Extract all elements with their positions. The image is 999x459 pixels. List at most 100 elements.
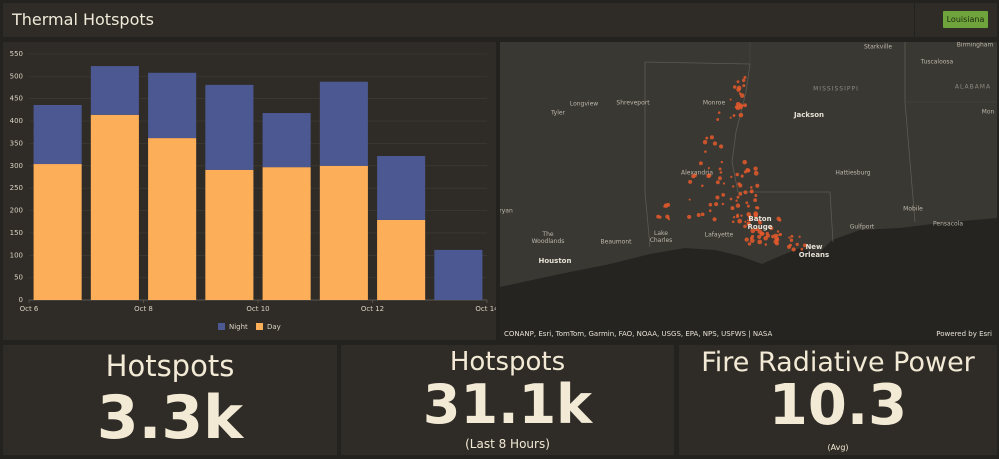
filter-button[interactable]: Louisiana bbox=[943, 11, 988, 28]
indicator-value: 3.3k bbox=[96, 383, 244, 453]
hotspot bbox=[712, 141, 718, 146]
bar-segment bbox=[33, 104, 82, 165]
map-label: The Woodlands bbox=[531, 231, 565, 245]
hotspot bbox=[732, 85, 737, 89]
hotspot bbox=[790, 234, 794, 238]
map-label: New Orleans bbox=[798, 243, 830, 259]
map-label: Gulfport bbox=[849, 223, 875, 231]
map-label: Jackson bbox=[793, 111, 825, 119]
map-label: Birmingham bbox=[956, 42, 994, 49]
hotspot bbox=[788, 243, 792, 247]
bar-segment bbox=[377, 155, 426, 220]
hotspot bbox=[798, 235, 801, 238]
bar-segment bbox=[262, 167, 311, 300]
chart-panel: 0 50 100 150 200 250 300 350 400 450 500 550 Oct 6 Oc… bbox=[3, 42, 499, 340]
hotspot bbox=[688, 179, 693, 184]
hotspot bbox=[708, 209, 712, 213]
hotspot bbox=[749, 238, 755, 243]
indicator: Hotspots 3.3k bbox=[3, 345, 337, 455]
map[interactable] bbox=[500, 42, 997, 340]
hotspot bbox=[712, 217, 717, 222]
indicator-value: 31.1k bbox=[422, 373, 593, 436]
hotspot bbox=[707, 173, 712, 178]
map-label: Pensacola bbox=[932, 220, 964, 228]
hotspot bbox=[736, 80, 740, 84]
hotspot bbox=[788, 236, 791, 239]
hotspot bbox=[750, 234, 755, 239]
map-label: MISSISSIPPI bbox=[813, 85, 859, 93]
hotspot bbox=[738, 92, 742, 95]
hotspot bbox=[753, 211, 759, 217]
hotspot bbox=[707, 166, 710, 170]
hotspot bbox=[778, 218, 782, 222]
map-panel[interactable]: Starkville Birmingham Tuscaloosa MISSISSIPP… bbox=[500, 42, 997, 340]
indicator-note: (Avg) bbox=[827, 443, 849, 452]
bar-segment bbox=[377, 219, 426, 300]
hotspot bbox=[698, 161, 703, 166]
hotspot bbox=[722, 182, 726, 185]
hotspot bbox=[743, 103, 747, 108]
map-attribution: CONANP, Esri, TomTom, Garmin, FAO, NOAA,… bbox=[504, 330, 773, 338]
state-border bbox=[644, 62, 651, 248]
hotspot bbox=[773, 233, 778, 238]
hotspot bbox=[715, 195, 720, 200]
map-label: Beaumont bbox=[600, 238, 632, 246]
x-tick-label: Oct 6 bbox=[20, 305, 39, 313]
hotspot bbox=[729, 197, 733, 201]
hotspot bbox=[746, 204, 750, 208]
hotspot bbox=[718, 167, 722, 171]
hotspot bbox=[696, 212, 701, 217]
hotspot bbox=[753, 166, 758, 171]
hotspot bbox=[757, 239, 763, 245]
hotspot bbox=[745, 201, 749, 205]
map-label: Houston bbox=[538, 257, 572, 265]
hotspot bbox=[735, 172, 740, 177]
indicator-title: Fire Radiative Power bbox=[701, 347, 975, 378]
hotspot bbox=[729, 98, 732, 101]
hotspot bbox=[720, 160, 724, 164]
map-label: Monroe bbox=[702, 99, 726, 107]
hotspot bbox=[789, 238, 794, 242]
gulf bbox=[500, 218, 997, 340]
header: Thermal Hotspots Louisiana bbox=[3, 3, 997, 37]
x-tick-label: Oct 10 bbox=[246, 305, 269, 313]
hotspot bbox=[778, 232, 783, 237]
bar-segment bbox=[90, 66, 139, 115]
hotspot bbox=[738, 183, 743, 188]
separator bbox=[914, 3, 915, 37]
map-label: Lafayette bbox=[704, 231, 734, 239]
hotspot bbox=[735, 101, 741, 107]
hotspot bbox=[746, 219, 749, 222]
hotspot bbox=[757, 219, 761, 222]
hotspot bbox=[769, 226, 774, 231]
y-tick-label: 0 bbox=[19, 296, 23, 304]
indicator-value: 10.3 bbox=[768, 373, 908, 438]
hotspots bbox=[656, 75, 807, 252]
hotspot bbox=[721, 193, 726, 197]
map-credit: Powered by Esri bbox=[936, 330, 992, 338]
map-label: ALABAMA bbox=[954, 83, 992, 91]
dashboard-title: Thermal Hotspots bbox=[12, 10, 154, 29]
bar-segment bbox=[90, 114, 139, 300]
hotspot bbox=[693, 173, 697, 178]
hotspot bbox=[739, 93, 745, 98]
hotspot bbox=[735, 203, 741, 208]
hotspot bbox=[746, 222, 751, 226]
state-border bbox=[644, 61, 834, 243]
hotspot bbox=[755, 183, 760, 188]
x-tick-label: Oct 14 bbox=[475, 305, 496, 313]
map-label: Mon bbox=[981, 108, 995, 116]
hotspot bbox=[735, 199, 738, 202]
y-tick-label: 550 bbox=[10, 50, 23, 58]
y-tick-label: 50 bbox=[14, 274, 23, 282]
map-label: Mobile bbox=[903, 205, 923, 213]
indicator: Fire Radiative Power 10.3 (Avg) bbox=[679, 345, 997, 455]
hotspot bbox=[764, 243, 768, 246]
x-tick-label: Oct 12 bbox=[361, 305, 384, 313]
hotspot bbox=[802, 243, 807, 248]
map-label: Alexandria bbox=[680, 169, 714, 177]
y-tick-label: 250 bbox=[10, 184, 23, 192]
map-label: Baton Rouge bbox=[747, 215, 773, 231]
legend-label: Night bbox=[229, 323, 248, 331]
indicator: Hotspots 31.1k (Last 8 Hours) bbox=[341, 345, 674, 455]
